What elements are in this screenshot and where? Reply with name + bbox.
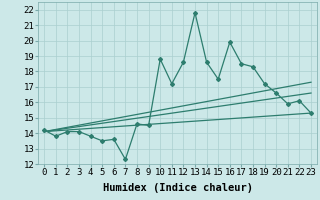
X-axis label: Humidex (Indice chaleur): Humidex (Indice chaleur) (103, 183, 252, 193)
